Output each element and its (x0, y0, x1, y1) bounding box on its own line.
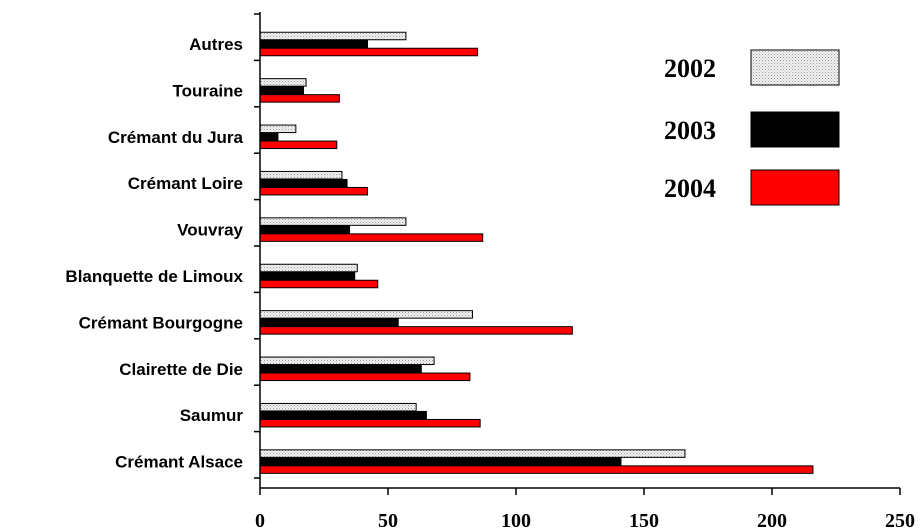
bar-cremant-du-jura-2002 (259, 124, 297, 134)
bar-vouvray-2004 (259, 233, 484, 242)
x-tick-label-0: 0 (255, 510, 265, 532)
bar-cremant-bourgogne-2004 (259, 326, 573, 335)
category-label-cremant-alsace: Crémant Alsace (115, 453, 243, 472)
bar-autres-2003 (259, 39, 369, 49)
axes-group (254, 12, 901, 495)
bar-saumur-2004 (259, 418, 481, 428)
x-tick-label-200: 200 (757, 510, 787, 532)
bar-cremant-loire-2004 (259, 186, 369, 196)
legend-swatch-2003 (750, 111, 840, 148)
x-tick-label-100: 100 (501, 510, 531, 532)
category-label-autres: Autres (189, 35, 243, 54)
bar-autres-2002 (259, 31, 407, 41)
bar-saumur-2002 (259, 402, 417, 412)
legend: 2002 2003 2004 (664, 49, 840, 206)
category-label-clairette-de-die: Clairette de Die (119, 360, 243, 379)
bars-group (259, 31, 814, 474)
bar-blanquette-de-limoux-2004 (259, 279, 379, 289)
category-label-cremant-du-jura: Crémant du Jura (108, 128, 244, 147)
bar-cremant-alsace-2002 (259, 449, 686, 458)
legend-swatch-2004 (750, 169, 840, 206)
bar-touraine-2002 (259, 78, 307, 87)
category-label-blanquette-de-limoux: Blanquette de Limoux (65, 267, 243, 286)
category-label-vouvray: Vouvray (177, 221, 243, 240)
bar-saumur-2003 (259, 410, 427, 420)
bar-cremant-loire-2002 (259, 170, 343, 180)
bar-cremant-loire-2003 (259, 178, 348, 188)
bar-cremant-bourgogne-2003 (259, 318, 399, 327)
bar-cremant-alsace-2003 (259, 457, 622, 466)
bar-blanquette-de-limoux-2003 (259, 271, 356, 281)
category-label-saumur: Saumur (180, 406, 244, 425)
bar-clairette-de-die-2004 (259, 372, 471, 382)
category-label-cremant-bourgogne: Crémant Bourgogne (79, 313, 243, 332)
bar-autres-2004 (259, 47, 479, 57)
bar-clairette-de-die-2003 (259, 364, 422, 374)
x-tick-label-250: 250 (885, 510, 915, 532)
legend-label-2003: 2003 (664, 116, 716, 145)
bar-touraine-2003 (259, 86, 305, 95)
bar-cremant-bourgogne-2002 (259, 310, 473, 319)
category-label-cremant-loire: Crémant Loire (128, 174, 243, 193)
bar-touraine-2004 (259, 94, 340, 103)
labels-group: Autres Touraine Crémant du Jura Crémant Loi… (65, 35, 915, 532)
bar-vouvray-2003 (259, 225, 351, 234)
bar-blanquette-de-limoux-2002 (259, 263, 358, 273)
bar-cremant-alsace-2004 (259, 465, 814, 474)
legend-label-2002: 2002 (664, 54, 716, 83)
bar-clairette-de-die-2002 (259, 356, 435, 366)
x-tick-label-150: 150 (629, 510, 659, 532)
bar-cremant-du-jura-2003 (259, 132, 279, 142)
x-tick-label-50: 50 (378, 510, 398, 532)
bar-cremant-du-jura-2004 (259, 140, 338, 150)
legend-swatch-2002 (750, 49, 840, 86)
bar-vouvray-2002 (259, 217, 407, 226)
category-label-touraine: Touraine (172, 81, 243, 100)
legend-label-2004: 2004 (664, 174, 716, 203)
